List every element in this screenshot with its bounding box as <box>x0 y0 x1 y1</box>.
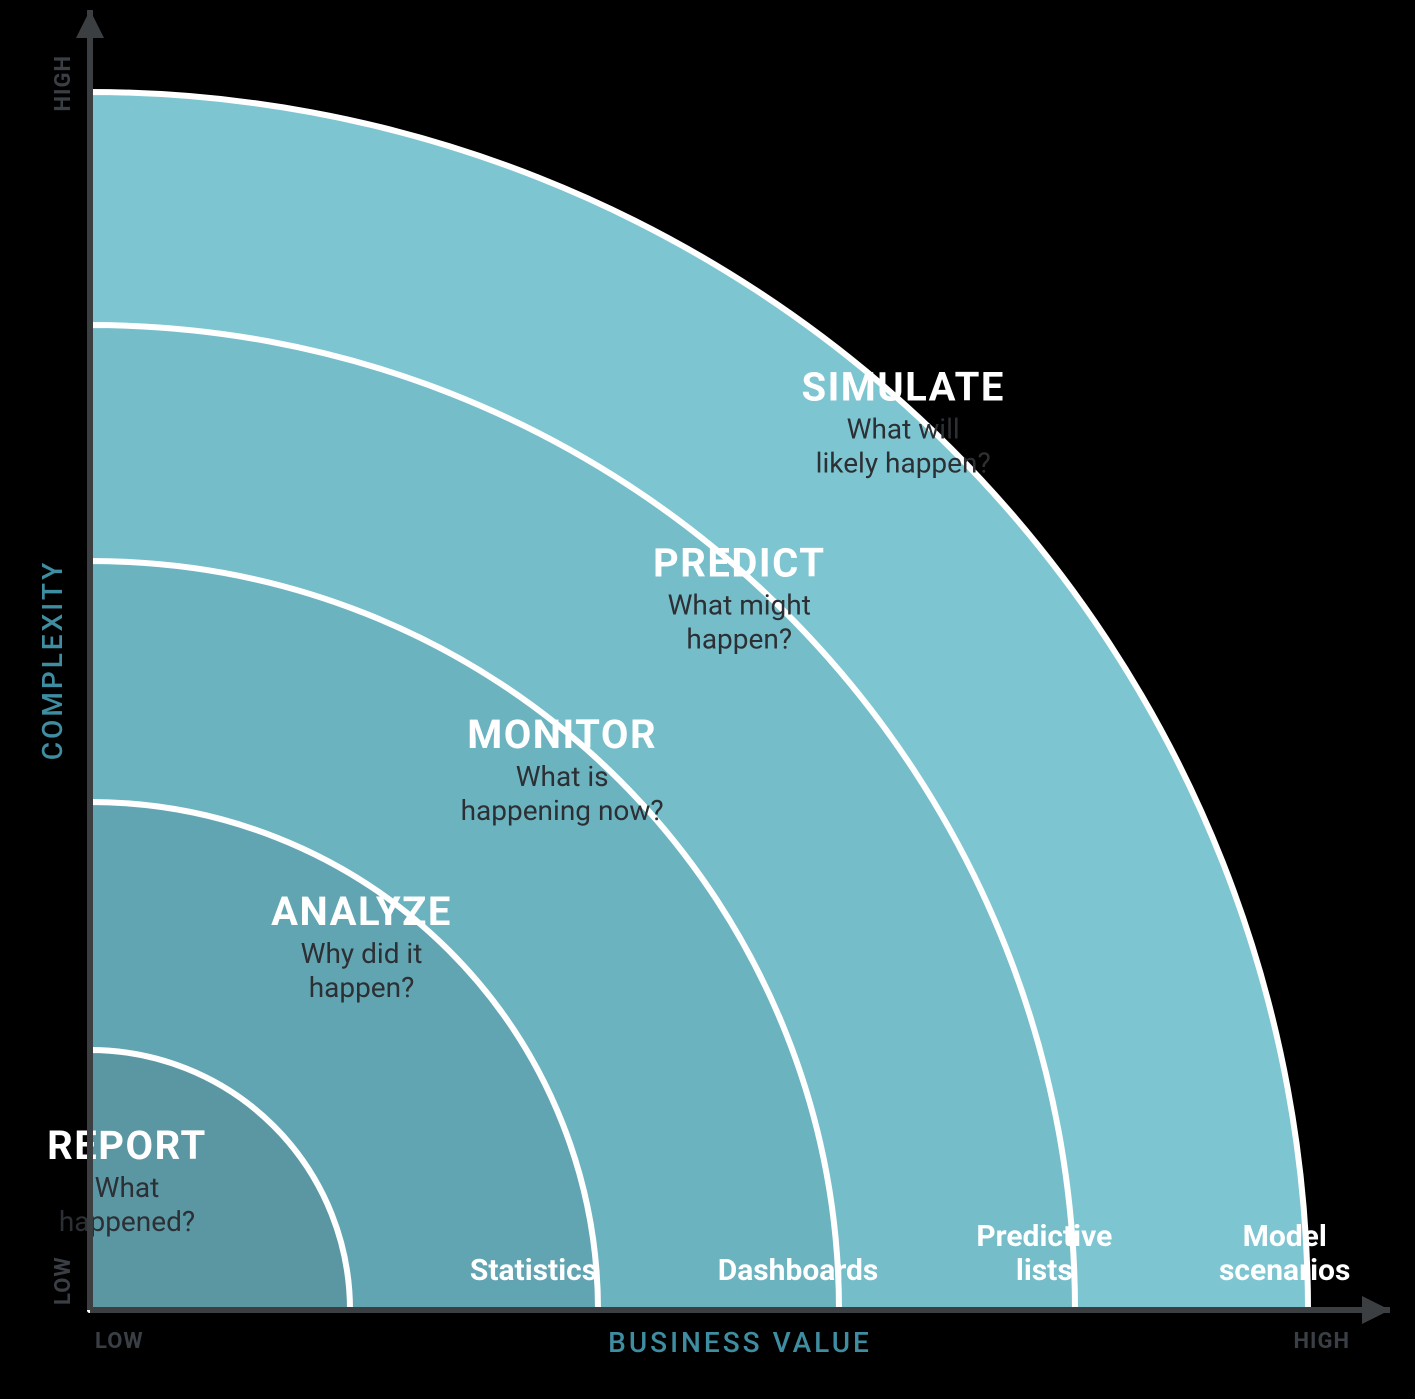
x-axis-high: HIGH <box>1294 1329 1351 1354</box>
bottom-label-2: Dashboards <box>718 1253 879 1288</box>
ring-subtitle-line1: What is <box>516 760 609 793</box>
ring-subtitle-line2: likely happen? <box>816 447 991 480</box>
y-axis-title: COMPLEXITY <box>36 560 69 760</box>
ring-subtitle-line1: Why did it <box>301 937 423 970</box>
bottom-label-1: Statistics <box>470 1253 597 1288</box>
diagram-svg: REPORTWhathappened?ANALYZEWhy did ithapp… <box>0 0 1415 1399</box>
bottom-label-4: Model <box>1243 1219 1327 1254</box>
ring-title: SIMULATE <box>801 364 1005 411</box>
ring-subtitle-line2: happening now? <box>461 794 664 827</box>
y-axis-low: LOW <box>51 1256 76 1305</box>
analytics-maturity-diagram: REPORTWhathappened?ANALYZEWhy did ithapp… <box>0 0 1415 1399</box>
ring-title: ANALYZE <box>271 888 452 935</box>
ring-subtitle-line1: What might <box>668 588 811 621</box>
ring-subtitle-line2: happen? <box>686 622 792 655</box>
bottom-label-3: Predictive <box>976 1219 1112 1254</box>
x-axis-low: LOW <box>95 1329 144 1354</box>
bottom-label-3b: lists <box>1016 1253 1073 1288</box>
ring-title: REPORT <box>47 1122 207 1169</box>
x-axis-arrow <box>1362 1296 1390 1324</box>
y-axis-high: HIGH <box>51 55 76 112</box>
bottom-label-4b: scenarios <box>1219 1253 1350 1288</box>
y-axis-arrow <box>76 10 104 38</box>
ring-subtitle-line2: happen? <box>309 971 415 1004</box>
x-axis-title: BUSINESS VALUE <box>608 1326 872 1359</box>
ring-subtitle-line2: happened? <box>59 1205 195 1238</box>
ring-title: MONITOR <box>467 711 657 758</box>
ring-subtitle-line1: What <box>95 1171 160 1204</box>
ring-title: PREDICT <box>653 539 826 586</box>
ring-subtitle-line1: What will <box>847 413 960 446</box>
